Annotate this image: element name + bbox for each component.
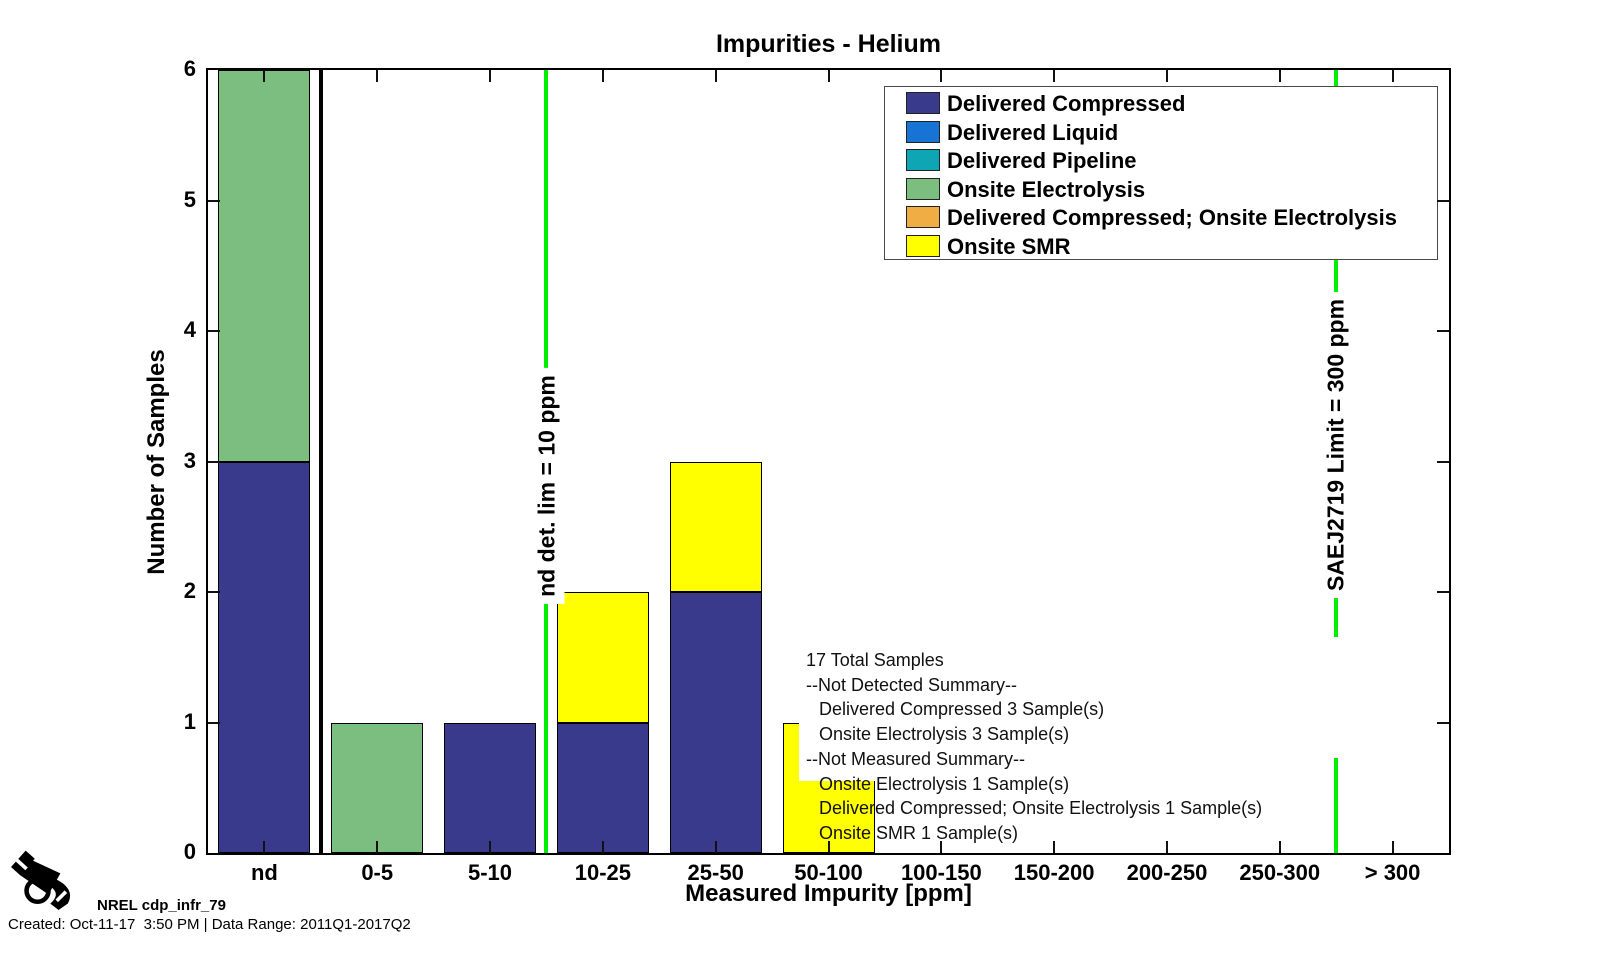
legend-swatch — [906, 235, 940, 257]
x-tick-top — [940, 70, 943, 82]
y-tick-label: 3 — [183, 447, 196, 473]
footer-logo-label: NREL cdp_infr_79 — [97, 897, 226, 914]
y-tick-right — [1437, 460, 1449, 463]
bar-segment — [331, 722, 424, 853]
x-tick-top — [1053, 70, 1056, 82]
legend-label: Delivered Compressed — [947, 91, 1186, 116]
legend-row: Delivered Liquid — [885, 118, 1437, 147]
y-tick-label: 2 — [183, 578, 196, 603]
y-tick-left — [208, 330, 220, 332]
bar-segment — [556, 592, 649, 723]
x-tick-label: 25-50 — [687, 860, 744, 885]
legend-swatch — [906, 149, 940, 172]
legend-row: Delivered Compressed; Onsite Electrolysi… — [885, 203, 1437, 232]
fuel-pump-nozzle-icon — [11, 850, 71, 910]
legend-label: Onsite Electrolysis — [947, 176, 1146, 202]
legend-row: Onsite SMR — [885, 232, 1437, 261]
x-tick-top — [601, 70, 604, 82]
legend-label: Delivered Pipeline — [947, 148, 1137, 174]
x-tick-bottom — [263, 841, 266, 853]
annotation-line: Onsite SMR 1 Sample(s) — [819, 822, 1019, 843]
y-tick-label: 1 — [183, 708, 196, 734]
y-tick-label: 6 — [183, 56, 196, 81]
y-tick-left — [208, 460, 220, 463]
legend: Delivered Compressed Delivered Liquid Deli… — [884, 86, 1438, 260]
x-tick-top — [827, 70, 830, 82]
annotation-line: 17 Total Samples — [806, 650, 944, 670]
x-tick-label: 5-10 — [468, 860, 513, 885]
legend-swatch — [906, 92, 940, 114]
annotation-line: Delivered Compressed; Onsite Electrolysi… — [819, 798, 1263, 819]
x-tick-bottom — [376, 841, 379, 853]
x-tick-bottom — [714, 841, 717, 853]
annotation-bbox — [799, 645, 1111, 781]
bar-segment — [669, 461, 762, 592]
annotation-line: --Not Detected Summary-- — [806, 674, 1018, 695]
y-tick-left — [208, 199, 220, 202]
x-tick-label: 250-300 — [1239, 860, 1321, 885]
y-tick-label: 5 — [183, 186, 196, 212]
x-tick-top — [376, 70, 379, 82]
x-tick-label: 200-250 — [1126, 860, 1208, 885]
legend-swatch — [906, 120, 940, 143]
x-tick-top — [263, 70, 266, 82]
x-tick-bottom — [601, 841, 604, 853]
plot-area — [206, 68, 1451, 855]
footer-created-line: Created: Oct-11-17 3:50 PM | Data Range:… — [8, 916, 411, 933]
page-title: Impurities - Helium — [715, 30, 942, 58]
y-tick-right — [1437, 721, 1449, 724]
x-axis-title: Measured Impurity [ppm] — [685, 880, 972, 907]
y-tick-label: 4 — [183, 317, 196, 342]
x-tick-top — [1278, 70, 1281, 82]
legend-swatch — [906, 206, 940, 229]
annotation-line: --Not Measured Summary-- — [806, 748, 1026, 769]
legend-row: Delivered Pipeline — [885, 146, 1437, 175]
x-tick-bottom — [1391, 841, 1394, 853]
y-tick-right — [1437, 591, 1449, 593]
x-tick-bottom — [827, 841, 830, 853]
legend-row: Onsite Electrolysis — [885, 175, 1437, 204]
x-tick-top — [489, 70, 492, 82]
x-tick-label: 50-100 — [794, 860, 863, 885]
sae-limit-label-text: SAEJ2719 Limit = 300 ppm — [1318, 291, 1354, 599]
bar-segment — [669, 592, 762, 853]
x-tick-bottom — [489, 841, 492, 853]
y-tick-label: 0 — [183, 839, 196, 864]
annotation-line: Onsite Electrolysis 1 Sample(s) — [819, 773, 1070, 794]
limit-line-gap-patch — [1325, 637, 1347, 758]
bar-segment — [444, 722, 537, 853]
x-tick-label: > 300 — [1364, 860, 1421, 885]
nd-det-lim-label-text: nd det. lim = 10 ppm — [529, 368, 565, 604]
legend-swatch — [906, 177, 940, 200]
separator-line — [318, 70, 323, 853]
x-tick-bottom — [1165, 841, 1168, 853]
y-tick-left — [208, 591, 220, 593]
legend-row: Delivered Compressed — [885, 89, 1437, 118]
legend-label: Onsite SMR — [947, 234, 1071, 259]
y-tick-right — [1437, 330, 1449, 332]
x-tick-bottom — [1278, 841, 1281, 853]
x-tick-top — [1391, 70, 1394, 82]
y-tick-right — [1437, 199, 1449, 202]
y-tick-left — [208, 721, 220, 724]
bar-segment — [556, 722, 649, 853]
bar-segment — [218, 461, 311, 853]
x-tick-label: 150-200 — [1013, 860, 1095, 885]
legend-label: Delivered Compressed; Onsite Electrolysi… — [947, 205, 1397, 231]
x-tick-top — [714, 70, 717, 82]
annotation-line: Onsite Electrolysis 3 Sample(s) — [819, 724, 1070, 745]
x-tick-bottom — [940, 841, 943, 853]
x-tick-label: nd — [250, 860, 278, 885]
legend-label: Delivered Liquid — [947, 119, 1119, 145]
x-tick-bottom — [1053, 841, 1056, 853]
x-tick-top — [1165, 70, 1168, 82]
annotation-line: Delivered Compressed 3 Sample(s) — [819, 699, 1105, 720]
x-tick-label: 10-25 — [574, 860, 631, 885]
x-tick-label: 100-150 — [900, 860, 982, 885]
x-tick-label: 0-5 — [361, 860, 394, 885]
bar-segment — [218, 70, 311, 462]
